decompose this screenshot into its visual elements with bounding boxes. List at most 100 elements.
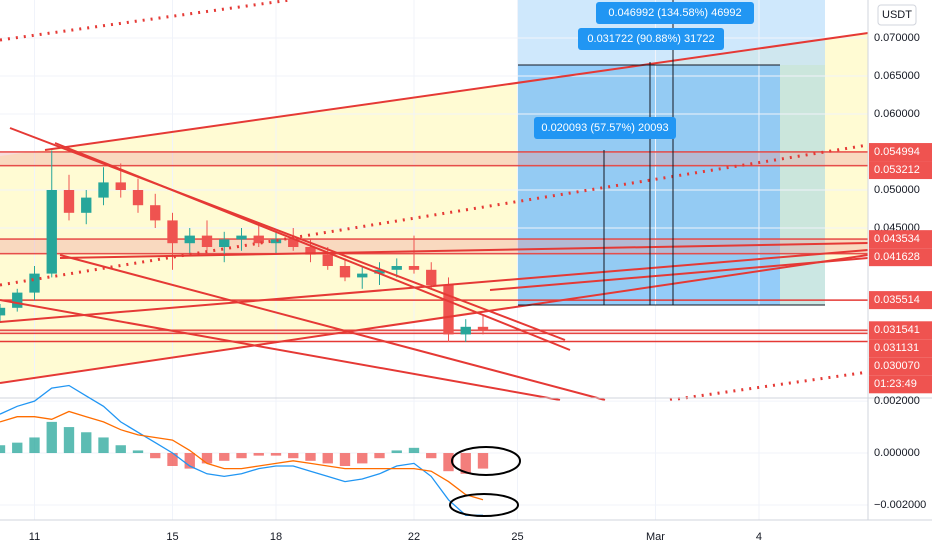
dotted-line [669,370,869,402]
countdown-box [869,375,932,394]
trend-line [489,257,869,291]
histogram-bar [81,432,92,454]
histogram-bar [477,453,489,469]
level-label: 0.031131 [874,342,919,354]
trend-line [0,299,561,401]
histogram-bar [150,453,161,459]
candles [0,150,489,343]
level-box [869,321,932,340]
level-box [869,291,932,310]
trend-line [59,242,869,259]
trend-line [9,127,566,341]
x-tick-label: 25 [511,531,523,543]
level-label: 0.031541 [874,324,920,336]
measure-lines [518,0,825,306]
candle-body [391,266,402,270]
level-box [869,357,932,376]
histogram-bar [167,453,178,467]
currency[interactable]: USDT [882,9,912,21]
y-tick-label: 0.070000 [874,32,920,44]
candle-body [339,266,351,278]
histogram-bar [46,421,57,454]
position-target [780,65,825,305]
histogram-bar [12,442,23,454]
candle-body [150,205,161,221]
trend-lines [0,32,869,401]
histogram-bar [339,453,351,467]
level-label: 0.030070 [874,360,920,372]
candle-body [253,235,264,244]
candle-body [460,326,471,335]
level-band [0,239,868,254]
candle-body [12,292,23,308]
candle-body [184,235,195,244]
histogram-bar [426,453,437,459]
histogram-bar [201,453,213,464]
candle-body [81,197,92,213]
position-range [518,65,780,305]
macd-line [0,384,483,516]
candle-body [270,239,282,244]
y-tick-label: 0.065000 [874,70,920,82]
candle-body [408,266,420,270]
histogram-bar [288,453,299,459]
x-tick-label: 11 [29,531,40,543]
histogram-bar [219,453,230,461]
y-tick-label: 0.060000 [874,108,920,120]
level-box [869,339,932,358]
candle-body [46,190,57,274]
trend-line [44,32,869,151]
x-tick-label: 18 [270,531,282,543]
candle-body [0,307,6,316]
dotted-lines [0,0,869,402]
measure-label: 0.046992 (134.58%) 46992 [608,7,741,19]
candle-body [322,254,333,267]
measure-box [578,28,724,50]
histogram-bar [443,453,454,472]
level-band [0,152,868,166]
annotation-circle [449,493,519,517]
measure-box [534,117,676,139]
level-box [869,230,932,249]
trend-line [54,142,571,351]
histogram-bar [305,453,316,461]
candle-body [219,239,230,248]
currency-box[interactable] [877,4,917,26]
trend-line [0,249,869,323]
x-tick-label: 4 [756,531,762,543]
level-label: 0.041628 [874,251,920,263]
level-label: 0.054994 [874,146,920,158]
candle-body [63,190,75,213]
candle-body [236,235,247,240]
level-box [869,248,932,267]
candle-body [288,239,299,248]
histogram-bar [391,450,402,454]
measure-label: 0.031722 (90.88%) 31722 [587,33,714,45]
histogram-bar [0,445,6,454]
histogram-bar [460,453,471,474]
level-box [869,143,932,162]
histogram-bar [322,453,333,464]
countdown: 01:23:49 [874,378,917,390]
histogram-bar [357,453,368,464]
candle-body [305,247,316,255]
histogram-bar [184,453,195,469]
candle-body [98,182,109,198]
y-tick-label: 0.050000 [874,184,920,196]
candle-body [29,273,40,293]
levels [0,151,868,343]
candle-body [477,326,489,331]
histogram-bar [98,437,109,454]
y-tick-label: 0.002000 [874,395,920,407]
y-tick-label: −0.002000 [874,499,926,511]
measure-label: 0.020093 (57.57%) 20093 [541,122,668,134]
level-label: 0.035514 [874,294,920,306]
y-tick-label: 0.000000 [874,447,920,459]
histogram-bar [115,445,126,454]
histogram-bar [236,453,247,459]
level-label: 0.053212 [874,164,920,176]
level-box [869,161,932,180]
candle-body [426,269,437,286]
histogram-bar [29,437,40,454]
